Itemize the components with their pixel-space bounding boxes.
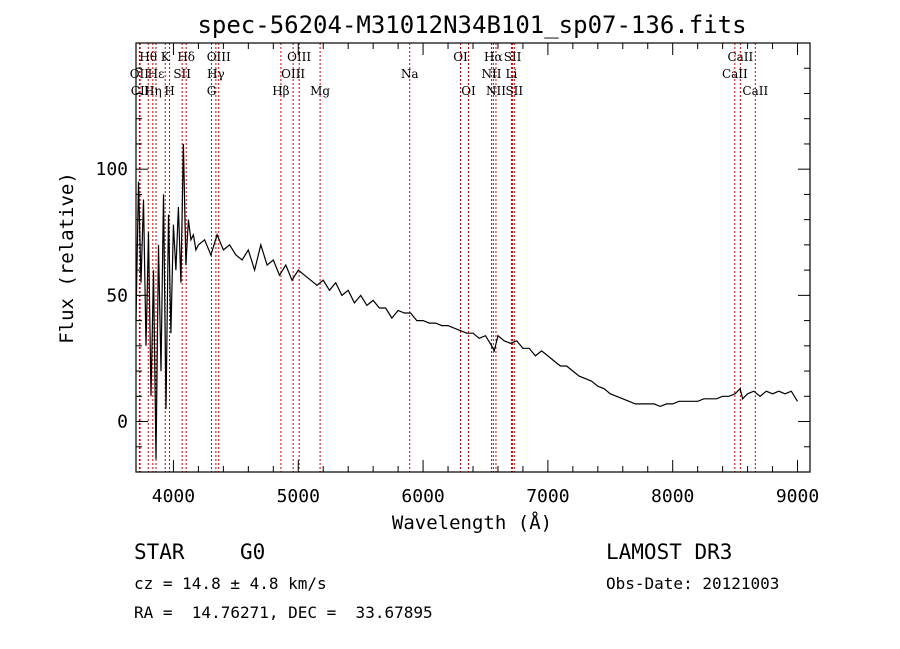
x-axis-ticks: 4000 5000 6000 7000 8000 9000	[152, 43, 819, 507]
y-tick-label: 0	[117, 412, 128, 433]
spectral-line-label: OII	[130, 67, 150, 81]
chart-title: spec-56204-M31012N34B101_sp07-136.fits	[197, 11, 746, 39]
x-tick-label: 7000	[526, 486, 569, 507]
spectral-line-label: OI	[453, 50, 468, 64]
observation-date: Obs-Date: 20121003	[606, 574, 780, 593]
y-axis-label: Flux (relative)	[56, 172, 78, 344]
redshift-velocity: cz = 14.8 ± 4.8 km/s	[134, 574, 327, 593]
spectral-line-label: Mg	[310, 84, 330, 98]
spectral-line-label: CaII	[722, 67, 748, 81]
spectral-line-label: OIII	[287, 50, 311, 64]
spectral-line-label: CaII	[727, 50, 753, 64]
spectral-line-label: CaII	[742, 84, 768, 98]
spectral-line-label: Hδ	[177, 50, 195, 64]
spectral-line-label: Hβ	[272, 84, 289, 98]
survey-name: LAMOST DR3	[606, 540, 733, 564]
spectral-line-label: NII	[481, 67, 501, 81]
spectral-line-label: Na	[401, 67, 419, 81]
spectral-line-label: G	[207, 84, 217, 98]
spectral-line-label: OIII	[207, 50, 231, 64]
y-tick-label: 100	[95, 159, 128, 180]
spectral-line-label: SII	[504, 50, 522, 64]
x-tick-label: 4000	[152, 486, 195, 507]
plot-frame	[135, 42, 811, 473]
y-tick-label: 50	[106, 285, 128, 306]
spectral-line-label: Hθ	[139, 50, 157, 64]
spectral-line-label: OIII	[281, 67, 305, 81]
object-subclass: G0	[240, 540, 266, 564]
y-axis-ticks: 0 50 100	[95, 42, 810, 473]
x-tick-label: 6000	[401, 486, 444, 507]
spectral-line-label: SII	[505, 84, 523, 98]
object-class: STAR	[134, 540, 185, 564]
spectrum-line	[135, 143, 799, 460]
spectral-line-label: Hγ	[207, 67, 225, 81]
x-tick-label: 5000	[277, 486, 320, 507]
spectral-line-label: OI	[461, 84, 476, 98]
spectral-line-label: H	[164, 84, 174, 98]
spectral-line-label: Hα	[484, 50, 503, 64]
x-tick-label: 8000	[651, 486, 694, 507]
spectral-line-label: NII	[486, 84, 506, 98]
spectral-line-markers	[138, 43, 756, 472]
x-axis-label: Wavelength (Å)	[392, 511, 552, 534]
spectral-line-label: K	[161, 50, 171, 64]
x-tick-label: 9000	[776, 486, 819, 507]
spectral-line-label: Hε	[148, 67, 165, 81]
spectral-line-label: Hη	[144, 84, 162, 98]
coordinates: RA = 14.76271, DEC = 33.67895	[134, 603, 433, 622]
spectral-line-label: SII	[173, 67, 191, 81]
spectral-line-label: Li	[506, 67, 518, 81]
